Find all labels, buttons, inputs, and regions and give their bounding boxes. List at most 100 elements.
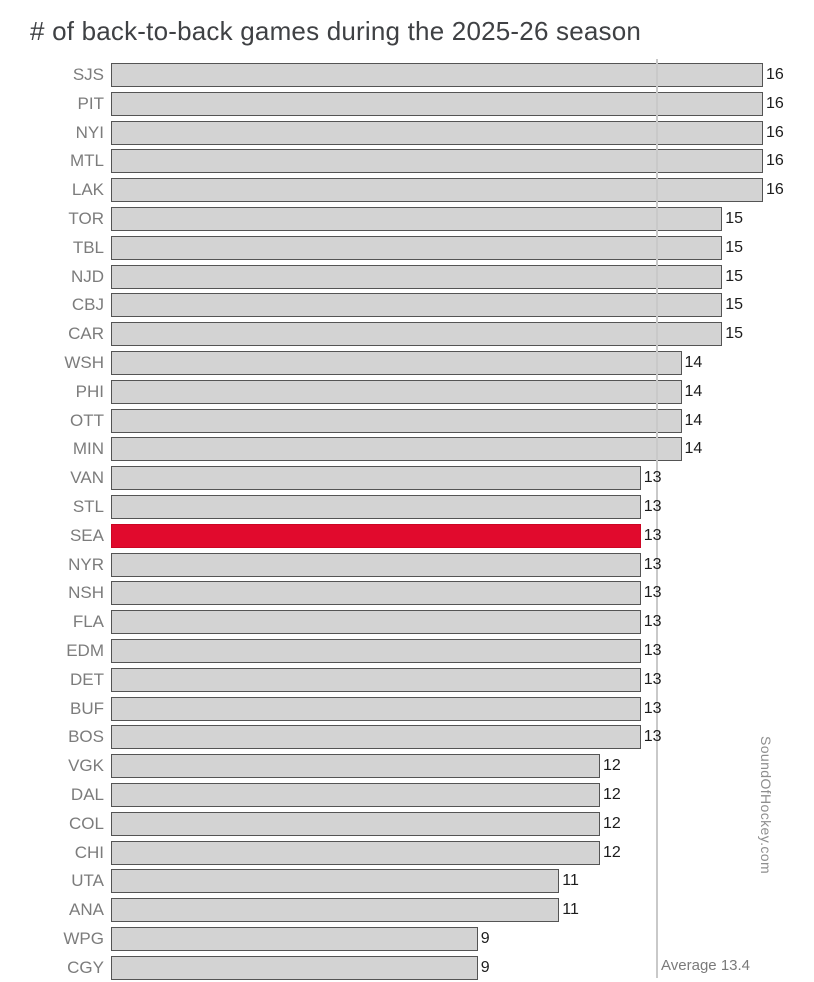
bar-row: SJS 16 <box>0 63 814 92</box>
bar-row: NYR 13 <box>0 552 814 582</box>
bar-row: LAK 16 <box>0 178 814 207</box>
bar-row: WSH 14 <box>0 350 814 380</box>
team-label: CHI <box>74 842 104 862</box>
team-label: COL <box>69 813 104 833</box>
bar-row: UTA 11 <box>0 869 814 898</box>
value-label: 14 <box>684 411 703 429</box>
value-label: 13 <box>643 497 662 515</box>
value-label: 16 <box>766 66 784 83</box>
value-label: 13 <box>643 699 662 717</box>
value-label: 16 <box>766 123 784 141</box>
bar <box>111 782 600 807</box>
value-label: 9 <box>480 958 490 976</box>
bar-row: CHI 12 <box>0 840 814 870</box>
value-label: 15 <box>725 267 744 285</box>
value-label: 12 <box>603 757 621 775</box>
value-label: 13 <box>643 670 662 688</box>
value-label: 16 <box>766 94 784 112</box>
team-label: VGK <box>68 756 104 776</box>
bar <box>111 955 478 980</box>
bar <box>111 350 682 375</box>
team-label: NYI <box>75 122 104 142</box>
bar-row: PIT 16 <box>0 91 814 121</box>
bar-row: BUF 13 <box>0 696 814 726</box>
bar <box>111 235 723 260</box>
value-label: 16 <box>766 152 784 170</box>
value-label: 13 <box>643 584 662 602</box>
value-label: 9 <box>480 929 490 947</box>
bar <box>111 437 682 462</box>
bar-row: STL 13 <box>0 494 814 524</box>
value-label: 14 <box>684 353 703 371</box>
team-label: LAK <box>71 180 104 200</box>
bar-rows: SJS 16 PIT 16 NYI 16 MTL 16 LAK 16 TOR 1… <box>0 63 814 982</box>
bar <box>111 120 763 145</box>
bar-row: SEA 13 <box>0 523 814 553</box>
bar-row: TOR 15 <box>0 206 814 236</box>
value-label: 13 <box>643 555 662 573</box>
team-label: FLA <box>72 612 104 632</box>
bar <box>111 869 560 894</box>
bar-row: EDM 13 <box>0 638 814 668</box>
bar <box>111 91 763 116</box>
bar <box>111 466 641 491</box>
value-label: 13 <box>643 728 662 746</box>
value-label: 12 <box>603 785 621 803</box>
bar <box>111 63 763 87</box>
team-label: OTT <box>70 410 104 430</box>
bar <box>111 552 641 577</box>
chart-title: # of back-to-back games during the 2025-… <box>30 16 642 46</box>
team-label: NYR <box>68 554 104 574</box>
bar <box>111 811 600 836</box>
value-label: 15 <box>725 209 744 227</box>
bar <box>111 264 723 289</box>
value-label: 12 <box>603 843 621 861</box>
team-label: ANA <box>69 900 104 920</box>
team-label: TOR <box>68 208 104 228</box>
bar-row: PHI 14 <box>0 379 814 409</box>
team-label: BUF <box>70 698 104 718</box>
team-label: NJD <box>70 266 104 286</box>
value-label: 15 <box>725 325 744 343</box>
team-label: DAL <box>70 784 104 804</box>
team-label: CBJ <box>71 295 104 315</box>
team-label: WPG <box>63 928 104 948</box>
value-label: 14 <box>684 440 703 458</box>
team-label: NSH <box>68 583 104 603</box>
value-label: 13 <box>643 613 662 631</box>
bar <box>111 926 478 951</box>
bar-row: MTL 16 <box>0 149 814 178</box>
value-label: 13 <box>643 469 662 487</box>
team-label: MIN <box>72 439 104 459</box>
value-label: 13 <box>643 641 662 659</box>
bar-row: NJD 15 <box>0 264 814 294</box>
bar <box>111 638 641 663</box>
value-label: 14 <box>684 382 703 400</box>
team-label: DET <box>70 669 104 689</box>
value-label: 11 <box>562 901 579 919</box>
team-label: CAR <box>68 324 104 344</box>
bar <box>111 494 641 519</box>
bar <box>111 149 763 174</box>
watermark: SoundOfHockey.com <box>758 735 774 875</box>
bar <box>111 178 763 203</box>
bar-row: BOS 13 <box>0 725 814 754</box>
bar-row: FLA 13 <box>0 610 814 639</box>
bar <box>111 206 723 231</box>
team-label: PHI <box>75 381 104 401</box>
team-label: TBL <box>72 237 104 257</box>
bar-row: MIN 14 <box>0 437 814 466</box>
bar-row: CGY 9 <box>0 955 814 982</box>
bar-row: OTT 14 <box>0 408 814 438</box>
bar <box>111 379 682 404</box>
value-label: 15 <box>725 296 744 314</box>
team-label: PIT <box>77 93 104 113</box>
bar <box>111 408 682 433</box>
bar-row: ANA 11 <box>0 898 814 927</box>
bar-row: WPG 9 <box>0 926 814 956</box>
bar-row: DET 13 <box>0 667 814 697</box>
team-label: CGY <box>67 957 104 977</box>
average-label: Average 13.4 <box>661 957 751 974</box>
team-label: SJS <box>72 65 104 84</box>
bar <box>111 293 723 318</box>
